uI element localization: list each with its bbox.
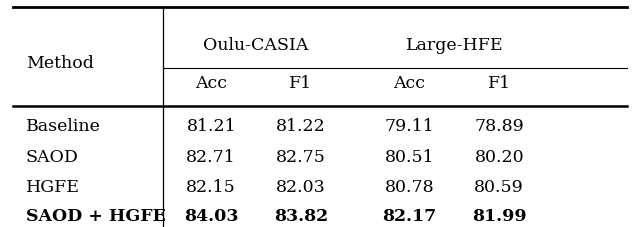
Text: Large-HFE: Large-HFE [406,37,503,54]
Text: 84.03: 84.03 [184,208,239,225]
Text: 78.89: 78.89 [474,118,524,135]
Text: Method: Method [26,55,93,72]
Text: Oulu-CASIA: Oulu-CASIA [204,37,308,54]
Text: 80.78: 80.78 [385,179,435,196]
Text: 82.75: 82.75 [276,149,326,166]
Text: Baseline: Baseline [26,118,100,135]
Text: 82.17: 82.17 [383,208,436,225]
Text: 80.59: 80.59 [474,179,524,196]
Text: 81.99: 81.99 [472,208,527,225]
Text: Acc: Acc [394,75,426,92]
Text: SAOD: SAOD [26,149,79,166]
Text: 81.21: 81.21 [186,118,236,135]
Text: 81.22: 81.22 [276,118,326,135]
Text: HGFE: HGFE [26,179,79,196]
Text: Acc: Acc [195,75,227,92]
Text: 83.82: 83.82 [274,208,328,225]
Text: SAOD + HGFE: SAOD + HGFE [26,208,165,225]
Text: F1: F1 [488,75,511,92]
Text: 82.15: 82.15 [186,179,236,196]
Text: F1: F1 [289,75,312,92]
Text: 80.51: 80.51 [385,149,435,166]
Text: 82.03: 82.03 [276,179,326,196]
Text: 79.11: 79.11 [385,118,435,135]
Text: 80.20: 80.20 [474,149,524,166]
Text: 82.71: 82.71 [186,149,236,166]
